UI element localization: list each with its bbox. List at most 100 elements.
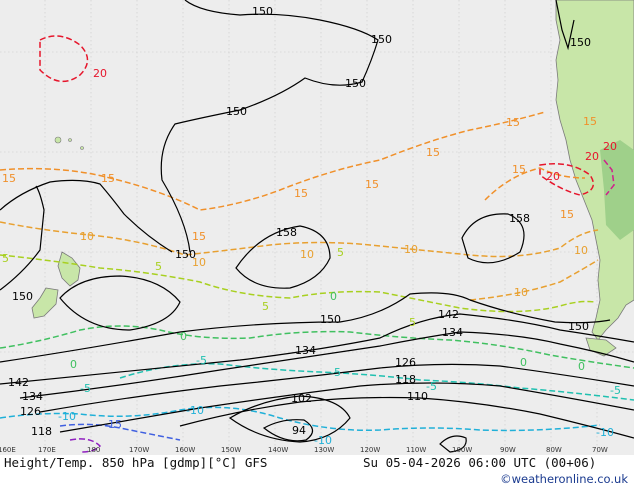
height-contour-126 (39, 363, 634, 413)
ocean-area (0, 0, 634, 455)
temp-label: 0 (70, 358, 77, 371)
credit-link[interactable]: ©weatheronline.co.uk (500, 472, 628, 486)
temp-label: 0 (180, 330, 187, 343)
isotherm-plus15-east (484, 167, 586, 201)
height-label: 134 (295, 344, 316, 357)
lon-tick: 130W (314, 446, 334, 454)
new-zealand-landmass (31, 251, 81, 319)
height-label: 94 (292, 424, 306, 437)
temp-label: 15 (365, 178, 379, 191)
lon-tick: 170W (129, 446, 149, 454)
temp-label: -10 (596, 426, 614, 439)
isotherm-plus10-east (469, 259, 599, 301)
temp-label: 15 (192, 230, 206, 243)
height-label: 150 (12, 290, 33, 303)
temp-label: 10 (574, 244, 588, 257)
height-contour-150-main (0, 185, 45, 291)
height-label: 142 (438, 308, 459, 321)
temp-label: 5 (262, 300, 269, 313)
temp-label: 10 (404, 243, 418, 256)
temp-label: 5 (337, 246, 344, 259)
temp-label: -5 (196, 354, 207, 367)
temp-label: 10 (80, 230, 94, 243)
isotherm-plus20 (39, 35, 89, 83)
temp-label: 15 (2, 172, 16, 185)
lon-tick: 180 (87, 446, 100, 454)
product-title: Height/Temp. 850 hPa [gdmp][°C] GFS (4, 455, 268, 470)
height-label: 134 (442, 326, 463, 339)
longitude-tick-labels: 160E 170E 180 170W 160W 150W 140W 130W 1… (0, 446, 608, 454)
height-contour-102 (228, 395, 351, 443)
south-america-landmass (555, 0, 634, 357)
height-contour-labels: 150 150 150 150 150 150 150 150 158 158 … (8, 5, 591, 438)
temp-label: 10 (192, 256, 206, 269)
lon-tick: 160E (0, 446, 16, 454)
temp-label: -15 (104, 418, 122, 431)
temp-label: -5 (610, 384, 621, 397)
height-contour-150-nz-loop (59, 275, 181, 331)
temperature-labels: 20 20 15 15 15 15 15 15 15 15 15 20 20 1… (2, 67, 621, 447)
height-label: 150 (371, 33, 392, 46)
height-contour-94 (262, 419, 314, 442)
isotherm-minus15 (59, 423, 181, 441)
lon-tick: 110W (406, 446, 426, 454)
height-label: 150 (568, 320, 589, 333)
map-footer: Height/Temp. 850 hPa [gdmp][°C] GFS Su 0… (0, 455, 634, 490)
temp-label: 20 (603, 140, 617, 153)
height-label: 126 (395, 356, 416, 369)
temp-label: 5 (409, 316, 416, 329)
height-label: 142 (8, 376, 29, 389)
temp-label: -5 (80, 382, 91, 395)
height-label: 118 (395, 373, 416, 386)
height-label: 150 (252, 5, 273, 18)
valid-time: Su 05-04-2026 06:00 UTC (00+06) (363, 455, 597, 470)
height-contour-134 (19, 331, 634, 399)
weather-map: 150 150 150 150 150 150 150 150 158 158 … (0, 0, 634, 455)
islands (54, 136, 84, 150)
temp-label: 15 (426, 146, 440, 159)
temp-label: 5 (2, 252, 9, 265)
temperature-contours (0, 35, 634, 453)
temp-label: -10 (58, 410, 76, 423)
isotherm-plus25-andes (603, 159, 615, 196)
temp-label: 5 (155, 260, 162, 273)
temp-label: 10 (300, 248, 314, 261)
height-contour-150-band (0, 292, 611, 363)
isotherm-plus15 (0, 111, 546, 211)
height-contour-110 (179, 396, 634, 439)
graticule (0, 0, 634, 455)
lon-tick: 120W (360, 446, 380, 454)
temp-label: -5 (426, 380, 437, 393)
height-contour-150-sw (0, 179, 173, 253)
height-label: 158 (509, 212, 530, 225)
height-label: 134 (22, 390, 43, 403)
height-label: 118 (31, 425, 52, 438)
temp-label: -10 (186, 404, 204, 417)
temp-label: 20 (546, 170, 560, 183)
temp-label: 15 (512, 163, 526, 176)
isotherm-minus5 (119, 363, 634, 401)
temp-label: 15 (583, 115, 597, 128)
temp-label: 0 (520, 356, 527, 369)
isotherm-minus20 (69, 438, 102, 453)
temp-label: 10 (514, 286, 528, 299)
height-label: 126 (20, 405, 41, 418)
height-label: 150 (570, 36, 591, 49)
lon-tick: 160W (175, 446, 195, 454)
height-label: 150 (175, 248, 196, 261)
temp-label: -5 (330, 366, 341, 379)
height-label: 150 (226, 105, 247, 118)
lon-tick: 70W (592, 446, 608, 454)
temp-label: 15 (560, 208, 574, 221)
lon-tick: 90W (500, 446, 516, 454)
isotherm-plus5 (0, 254, 596, 313)
isotherm-plus20-chile (539, 163, 595, 196)
height-contour-low-east (439, 435, 467, 453)
lon-tick: 170E (38, 446, 56, 454)
isotherm-plus10 (0, 221, 599, 258)
height-label: 150 (345, 77, 366, 90)
isotherm-zero (0, 325, 634, 369)
temp-label: 20 (93, 67, 107, 80)
height-label: 150 (320, 313, 341, 326)
temp-label: -10 (314, 434, 332, 447)
